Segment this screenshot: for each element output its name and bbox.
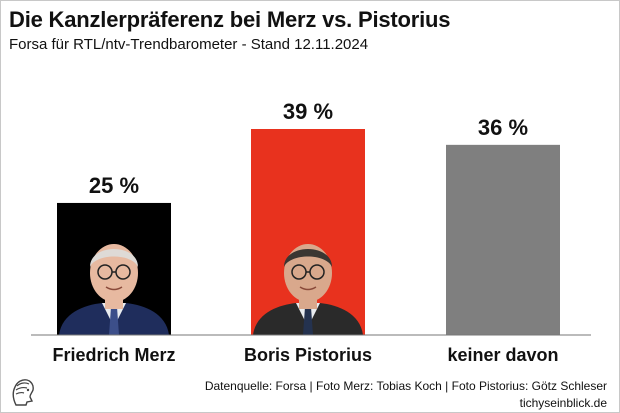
site-caption: tichyseinblick.de bbox=[519, 396, 607, 410]
category-label-keiner-davon: keiner davon bbox=[447, 345, 558, 365]
bar-friedrich-merz bbox=[57, 202, 171, 335]
value-label-boris-pistorius: 39 % bbox=[283, 99, 333, 124]
publisher-logo-icon bbox=[12, 379, 34, 406]
bar-keiner-davon bbox=[446, 144, 560, 335]
bar-boris-pistorius bbox=[251, 129, 365, 335]
chart-title: Die Kanzlerpräferenz bei Merz vs. Pistor… bbox=[9, 7, 451, 32]
value-label-keiner-davon: 36 % bbox=[478, 115, 528, 140]
category-label-boris-pistorius: Boris Pistorius bbox=[244, 345, 372, 365]
value-label-friedrich-merz: 25 % bbox=[89, 173, 139, 198]
portrait-friedrich-merz bbox=[59, 244, 169, 335]
source-caption: Datenquelle: Forsa | Foto Merz: Tobias K… bbox=[204, 379, 607, 393]
category-label-friedrich-merz: Friedrich Merz bbox=[52, 345, 175, 365]
portrait-boris-pistorius bbox=[253, 244, 363, 335]
chart-subtitle: Forsa für RTL/ntv-Trendbarometer - Stand… bbox=[9, 36, 369, 53]
